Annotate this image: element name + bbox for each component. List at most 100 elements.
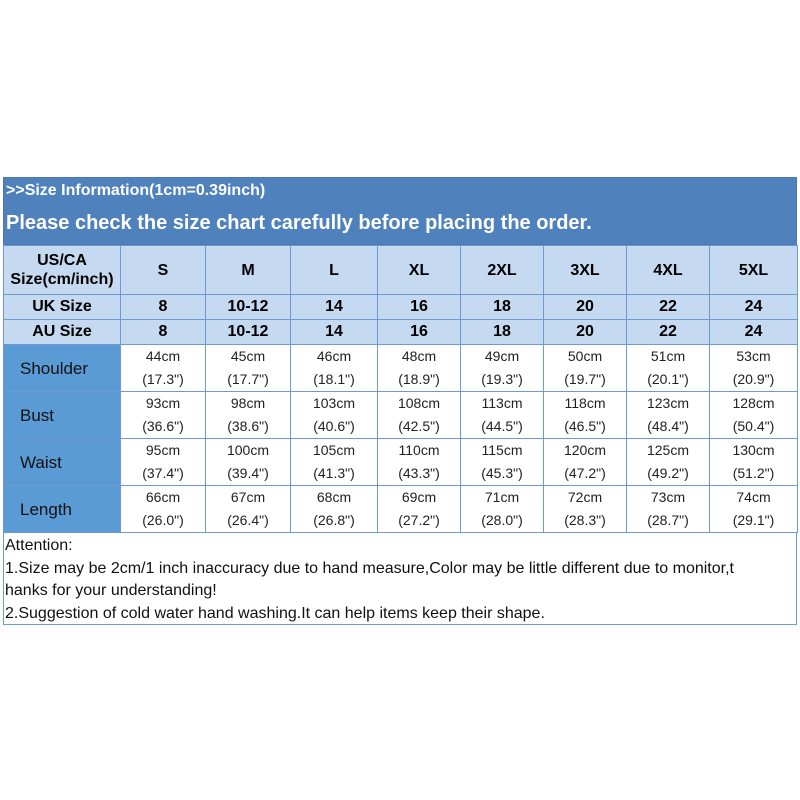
- inch-value: (17.7"): [227, 371, 269, 387]
- au-size-row-cell: 10-12: [205, 319, 291, 345]
- inch-value: (47.2"): [564, 465, 606, 481]
- size-info-title: >>Size Information(1cm=0.39inch): [6, 182, 266, 199]
- measurement-cell: 125cm (49.2"): [626, 438, 710, 486]
- size-check-notice: Please check the size chart carefully be…: [6, 212, 592, 234]
- cm-value: 51cm: [650, 348, 686, 364]
- inch-value: (29.1"): [732, 512, 775, 528]
- inch-value: (39.4"): [227, 465, 269, 481]
- measurement-cell: 72cm (28.3"): [543, 485, 627, 533]
- measurement-cell: 51cm (20.1"): [626, 344, 710, 392]
- cm-value: 74cm: [736, 489, 771, 505]
- cm-value: 125cm: [646, 442, 690, 458]
- inch-value: (28.0"): [481, 512, 523, 528]
- cm-value: 49cm: [484, 348, 520, 364]
- measurement-cell: 105cm (41.3"): [290, 438, 378, 486]
- size-chart: >>Size Information(1cm=0.39inch) Please …: [3, 177, 798, 625]
- cm-value: 118cm: [564, 395, 606, 411]
- measurement-cell: 115cm (45.3"): [460, 438, 544, 486]
- measurement-cell: 66cm (26.0"): [120, 485, 206, 533]
- inch-value: (51.2"): [732, 465, 775, 481]
- us-size-row-cell: 5XL: [709, 245, 798, 295]
- au-size-row-cell: 18: [460, 319, 544, 345]
- measurement-cell: 103cm (40.6"): [290, 391, 378, 439]
- measurement-label: Waist: [3, 438, 121, 486]
- measurement-cell: 73cm (28.7"): [626, 485, 710, 533]
- inch-value: (26.0"): [142, 512, 184, 528]
- inch-value: (19.7"): [564, 371, 606, 387]
- inch-value: (43.3"): [398, 465, 440, 481]
- cm-value: 105cm: [312, 442, 356, 458]
- us-size-row-cell: 3XL: [543, 245, 627, 295]
- cm-value: 98cm: [230, 395, 266, 411]
- inch-value: (18.9"): [398, 371, 440, 387]
- inch-value: (50.4"): [732, 418, 775, 434]
- cm-value: 72cm: [567, 489, 603, 505]
- inch-value: (48.4"): [647, 418, 689, 434]
- cm-value: 120cm: [563, 442, 607, 458]
- uk-size-row-cell: 22: [626, 294, 710, 320]
- inch-value: (44.5"): [481, 418, 523, 434]
- measurement-cell: 53cm (20.9"): [709, 344, 798, 392]
- measurement-cell: 130cm (51.2"): [709, 438, 798, 486]
- inch-value: (37.4"): [142, 465, 184, 481]
- inch-value: (27.2"): [398, 512, 440, 528]
- inch-value: (41.3"): [313, 465, 355, 481]
- cm-value: 67cm: [230, 489, 266, 505]
- uk-size-row-cell: 20: [543, 294, 627, 320]
- attention-notes: Attention: 1.Size may be 2cm/1 inch inac…: [3, 533, 797, 625]
- measurement-label: Shoulder: [3, 344, 121, 392]
- cm-value: 69cm: [401, 489, 437, 505]
- cm-value: 130cm: [732, 442, 775, 458]
- au-size-row-cell: 14: [290, 319, 378, 345]
- size-table: US/CA Size(cm/inch) S M L XL 2XL 3XL 4XL 5XL UK S…: [3, 245, 798, 533]
- cm-value: 110cm: [398, 442, 440, 458]
- cm-value: 68cm: [316, 489, 352, 505]
- inch-value: (36.6"): [142, 418, 184, 434]
- uk-size-row-cell: 18: [460, 294, 544, 320]
- measurement-cell: 100cm (39.4"): [205, 438, 291, 486]
- inch-value: (38.6"): [227, 418, 269, 434]
- measurement-cell: 68cm (26.8"): [290, 485, 378, 533]
- measurement-cell: 44cm (17.3"): [120, 344, 206, 392]
- cm-value: 93cm: [145, 395, 181, 411]
- us-size-row-cell: S: [120, 245, 206, 295]
- us-size-row: US/CA Size(cm/inch) S M L XL 2XL 3XL 4XL 5XL: [3, 245, 798, 295]
- uk-size-row-cell: 8: [120, 294, 206, 320]
- attention-title: Attention:: [5, 537, 73, 554]
- measurement-cell: 49cm (19.3"): [460, 344, 544, 392]
- inch-value: (28.7"): [647, 512, 689, 528]
- measurement-cell: 128cm (50.4"): [709, 391, 798, 439]
- measurement-label: Length: [3, 485, 121, 533]
- measurement-row: Length 66cm (26.0") 67cm (26.4") 68cm (26.8") 6…: [3, 485, 798, 533]
- us-size-row-cell: 2XL: [460, 245, 544, 295]
- measurement-cell: 67cm (26.4"): [205, 485, 291, 533]
- us-size-row-cell: M: [205, 245, 291, 295]
- measurement-cell: 48cm (18.9"): [377, 344, 461, 392]
- cm-value: 113cm: [481, 395, 523, 411]
- us-size-row-cell: L: [290, 245, 378, 295]
- cm-value: 128cm: [732, 395, 775, 411]
- au-size-row-cell: 22: [626, 319, 710, 345]
- measurement-label: Bust: [3, 391, 121, 439]
- attention-line-1: 1.Size may be 2cm/1 inch inaccuracy due …: [5, 559, 734, 577]
- cm-value: 108cm: [397, 395, 441, 411]
- inch-value: (49.2"): [647, 465, 689, 481]
- inch-value: (18.1"): [313, 371, 355, 387]
- measurement-cell: 71cm (28.0"): [460, 485, 544, 533]
- us-size-row-label: US/CA Size(cm/inch): [3, 245, 121, 295]
- us-size-row-cell: 4XL: [626, 245, 710, 295]
- uk-size-row: UK Size 8 10-12 14 16 18 20 22 24: [3, 294, 798, 320]
- cm-value: 95cm: [145, 442, 181, 458]
- cm-value: 50cm: [567, 348, 603, 364]
- cm-value: 44cm: [145, 348, 181, 364]
- inch-value: (26.8"): [313, 512, 355, 528]
- uk-size-row-cell: 24: [709, 294, 798, 320]
- measurement-cell: 120cm (47.2"): [543, 438, 627, 486]
- uk-size-row-cell: 10-12: [205, 294, 291, 320]
- measurement-cell: 93cm (36.6"): [120, 391, 206, 439]
- cm-value: 45cm: [230, 348, 266, 364]
- inch-value: (45.3"): [481, 465, 523, 481]
- inch-value: (19.3"): [481, 371, 523, 387]
- size-info-banner: >>Size Information(1cm=0.39inch) Please …: [3, 177, 797, 245]
- uk-size-row-label: UK Size: [3, 294, 121, 320]
